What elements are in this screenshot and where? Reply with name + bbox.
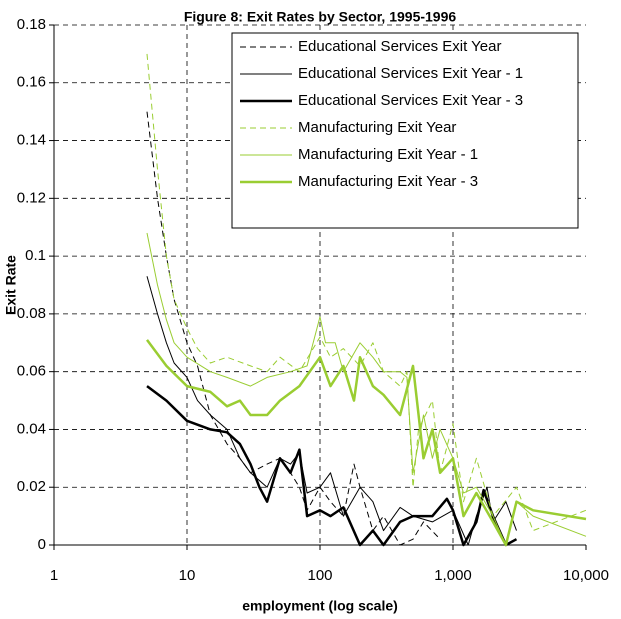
y-tick-label: 0.14	[17, 132, 46, 149]
x-tick-label: 10	[179, 567, 196, 584]
y-tick-label: 0.16	[17, 74, 46, 91]
legend-label: Educational Services Exit Year	[298, 38, 501, 55]
y-tick-label: 0.02	[17, 478, 46, 495]
y-tick-label: 0.06	[17, 363, 46, 380]
legend-label: Manufacturing Exit Year - 3	[298, 173, 478, 190]
y-tick-label: 0.1	[25, 247, 46, 264]
x-tick-label: 10,000	[563, 567, 609, 584]
y-tick-label: 0.18	[17, 16, 46, 33]
series-line	[145, 339, 587, 547]
chart-title: Figure 8: Exit Rates by Sector, 1995-199…	[184, 9, 457, 25]
legend: Educational Services Exit Year Educationa…	[231, 32, 579, 229]
x-tick-label: 1,000	[434, 567, 472, 584]
series-line	[146, 276, 517, 546]
legend-label: Manufacturing Exit Year - 1	[298, 146, 478, 163]
x-tick-label: 100	[307, 567, 332, 584]
legend-box	[231, 32, 579, 229]
y-tick-label: 0.08	[17, 305, 46, 322]
legend-label: Educational Services Exit Year - 3	[298, 92, 523, 109]
x-axis-label: employment (log scale)	[242, 598, 398, 614]
x-tick-label: 1	[50, 567, 58, 584]
y-tick-label: 0.12	[17, 189, 46, 206]
y-axis-label: Exit Rate	[3, 255, 19, 315]
series-line	[146, 232, 587, 546]
y-tick-label: 0.04	[17, 420, 46, 437]
y-tick-label: 0	[38, 536, 46, 553]
series-line	[146, 53, 587, 532]
series-line	[146, 111, 441, 546]
series-line	[146, 385, 518, 547]
legend-label: Manufacturing Exit Year	[298, 119, 456, 136]
legend-label: Educational Services Exit Year - 1	[298, 65, 523, 82]
